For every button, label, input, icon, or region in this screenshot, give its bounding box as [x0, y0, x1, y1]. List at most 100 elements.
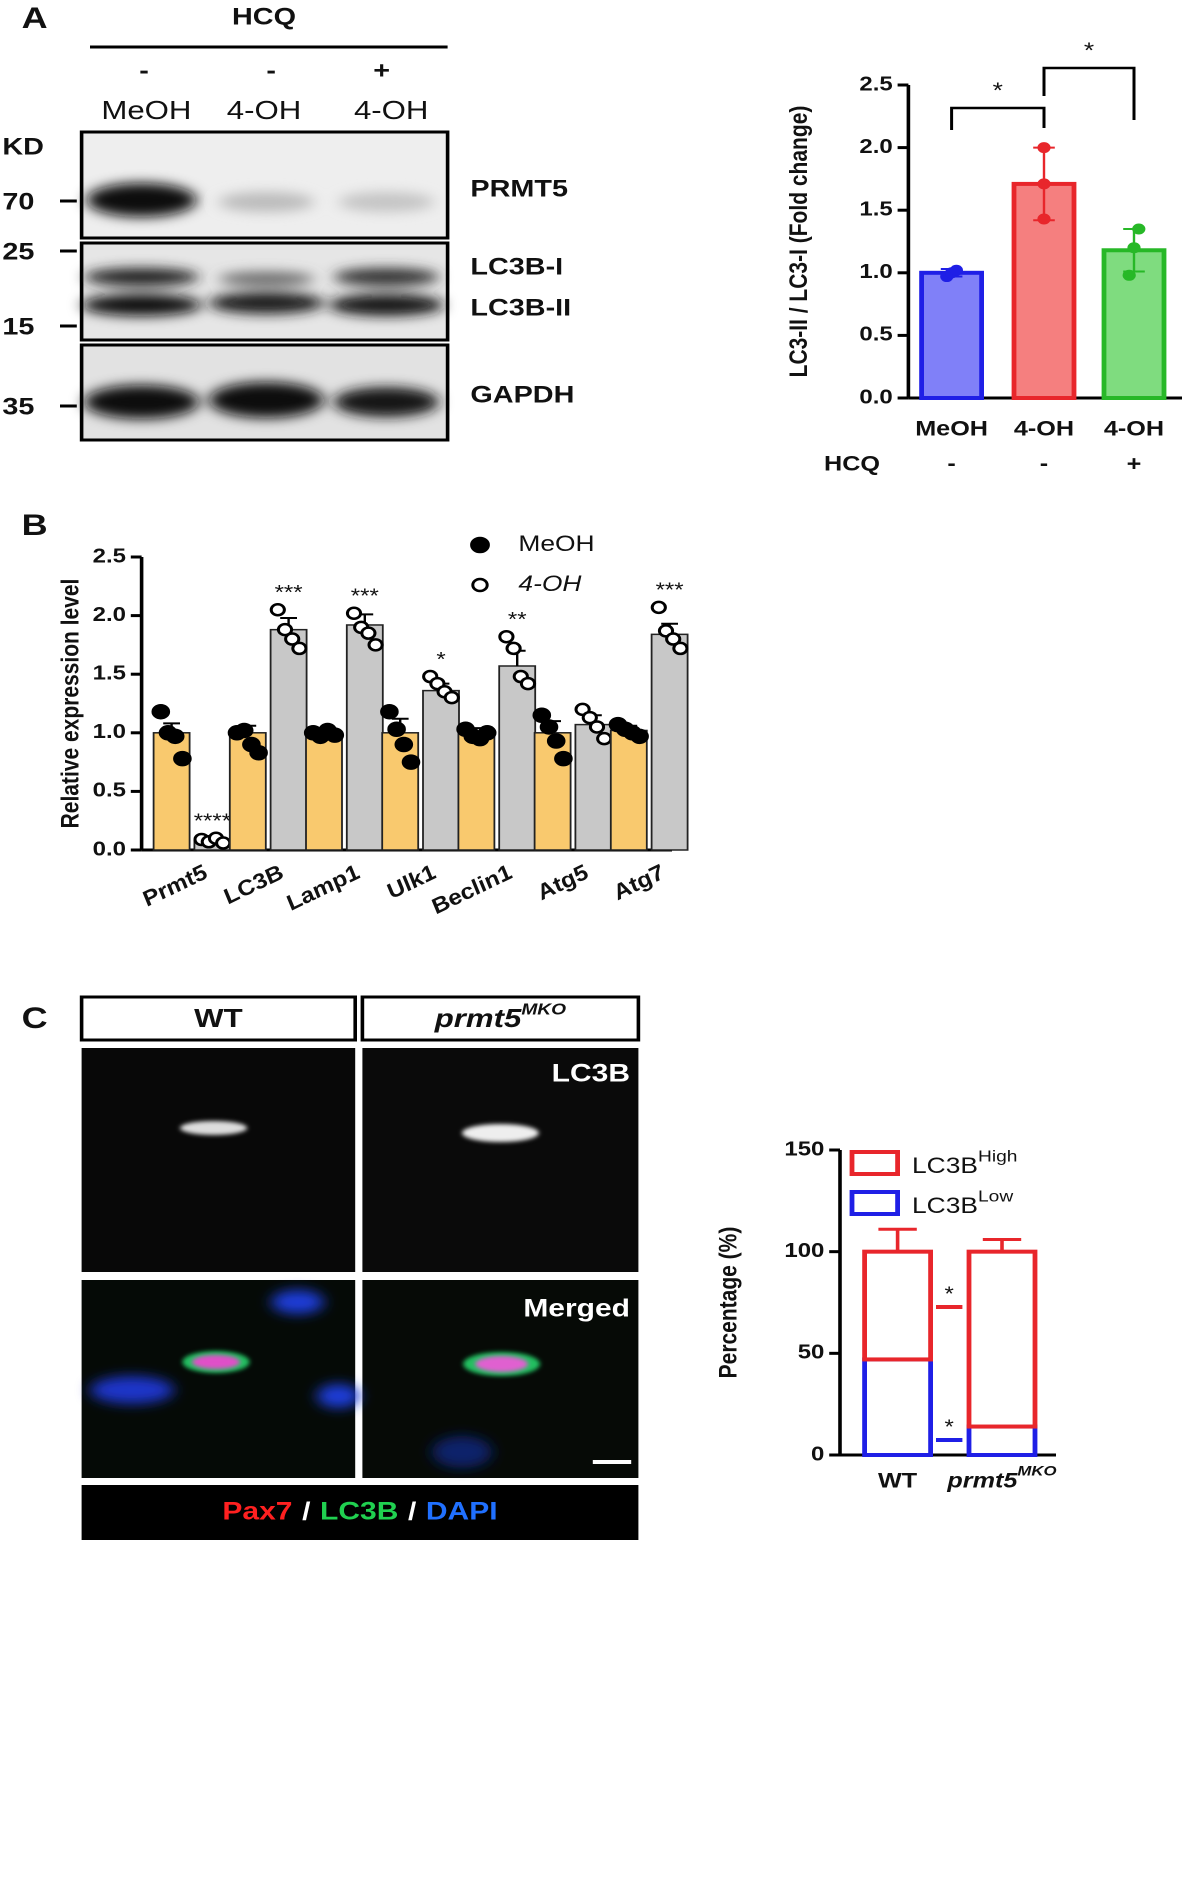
- data-point: [1037, 213, 1051, 225]
- superscript: Low: [978, 1187, 1013, 1205]
- bar: [919, 270, 984, 400]
- y-tick-label: 50: [798, 1341, 825, 1364]
- band-label: GAPDH: [470, 381, 574, 408]
- microscopy: WT prmt5MKO LC3B Merged Pax7/LC3B / DAPI: [79, 995, 641, 1540]
- unit-label: KD: [2, 133, 44, 160]
- separator: /: [408, 1497, 417, 1525]
- data-point: [401, 754, 421, 770]
- data-point: [387, 721, 406, 738]
- x-tick-label: Beclin1: [426, 860, 518, 918]
- y-tick-label: 0.0: [859, 385, 892, 408]
- bar: [345, 624, 384, 851]
- data-point: [554, 750, 573, 767]
- significance-label: *: [993, 79, 1004, 103]
- y-tick-label: 2.5: [859, 72, 892, 95]
- y-axis-label: Relative expression level: [56, 579, 84, 829]
- bar: [269, 628, 308, 851]
- superscript: MKO: [1017, 1464, 1056, 1479]
- blot-frame: [79, 241, 450, 342]
- y-tick-label: 100: [784, 1239, 824, 1262]
- data-point: [498, 629, 515, 644]
- bar: [650, 633, 689, 851]
- y-tick-label: 2.0: [93, 603, 126, 626]
- data-point: [1127, 242, 1141, 254]
- significance-label: *: [1084, 39, 1095, 63]
- y-tick-label: 1.0: [93, 720, 126, 743]
- panel-label: B: [22, 509, 48, 542]
- data-point: [1122, 269, 1136, 281]
- significance-label: ****: [194, 809, 232, 832]
- marker-dashes: [60, 199, 77, 408]
- panel-label: A: [22, 2, 48, 35]
- bar: [533, 732, 572, 851]
- bands: [81, 183, 444, 419]
- bar-segment: [862, 1249, 933, 1362]
- y-tick-label: 1.5: [859, 197, 892, 220]
- x-tick-label: Prmt5: [136, 860, 213, 911]
- y-tick-label: 2.5: [93, 544, 126, 567]
- treatment-sign: -: [139, 57, 149, 84]
- data-point: [519, 676, 537, 691]
- significance-label: ***: [275, 581, 303, 604]
- significance-bracket: [950, 106, 1046, 130]
- bar: [305, 732, 343, 851]
- x-tick-label: 4-OH: [1014, 417, 1074, 441]
- stain-legend-text: Pax7 / LC3B / DAPI: [222, 1497, 497, 1525]
- legend-label: 4-OH: [518, 572, 582, 596]
- x-tick-label: MeOH: [915, 417, 988, 441]
- data-point: [546, 733, 566, 749]
- nuclei: [90, 1290, 492, 1468]
- significance-label: *: [945, 1282, 955, 1305]
- data-point: [505, 641, 522, 656]
- legend-label: MeOH: [518, 532, 594, 556]
- image-panel: [81, 1048, 356, 1272]
- treatment-sign: -: [266, 57, 276, 84]
- data-point: [284, 632, 301, 646]
- x-tick-label: WT: [878, 1469, 917, 1493]
- data-point: [596, 731, 613, 746]
- treatment-label: HCQ: [232, 3, 296, 30]
- data-point: [367, 638, 384, 652]
- channel-label: Merged: [523, 1294, 630, 1322]
- data-point: [665, 632, 682, 646]
- data-point: [215, 836, 232, 850]
- y-tick-label: 0.5: [859, 323, 892, 346]
- data-point: [345, 606, 363, 621]
- column-header: [79, 995, 357, 1042]
- legend-marker: [849, 1190, 900, 1216]
- stain-legend: [81, 1485, 639, 1540]
- legend-marker: [849, 1150, 900, 1176]
- y-tick-label: 1.0: [859, 260, 892, 283]
- data-point: [151, 703, 171, 720]
- cell: [462, 1124, 539, 1142]
- x-tick-label: prmt5MKO: [946, 1464, 1056, 1492]
- data-point: [630, 728, 649, 745]
- data-point: [477, 725, 497, 741]
- separator: /: [302, 1497, 311, 1525]
- data-point: [1037, 178, 1051, 190]
- y-tick-label: 0.0: [93, 837, 126, 860]
- y-axis-label: Percentage (%): [713, 1227, 741, 1379]
- data-point: [650, 600, 667, 615]
- legend-marker: [471, 577, 489, 593]
- data-point: [360, 626, 377, 640]
- stain-name: LC3B: [320, 1497, 398, 1525]
- legend-label: LC3BHigh: [912, 1147, 1017, 1179]
- significance-label: **: [508, 608, 527, 631]
- panel-label: C: [22, 1002, 48, 1035]
- cell: [180, 1121, 248, 1135]
- data-point: [949, 264, 963, 276]
- y-tick-label: 1.5: [93, 661, 126, 684]
- superscript: MKO: [521, 1000, 566, 1018]
- data-point: [1132, 223, 1146, 235]
- significance-label: *: [945, 1415, 955, 1438]
- data-point: [443, 690, 460, 705]
- western-blot: HCQ - - + MeOH 4-OH 4-OH KD 70 25 15 35 …: [2, 3, 574, 442]
- treatment-label: HCQ: [824, 452, 880, 476]
- image-panel: [362, 1048, 639, 1272]
- column-label: WT: [194, 1004, 243, 1033]
- bar: [422, 689, 460, 851]
- treatment-sign: +: [1127, 452, 1142, 476]
- band-label: LC3B-II: [470, 294, 571, 321]
- x-tick-label: Lamp1: [280, 860, 364, 914]
